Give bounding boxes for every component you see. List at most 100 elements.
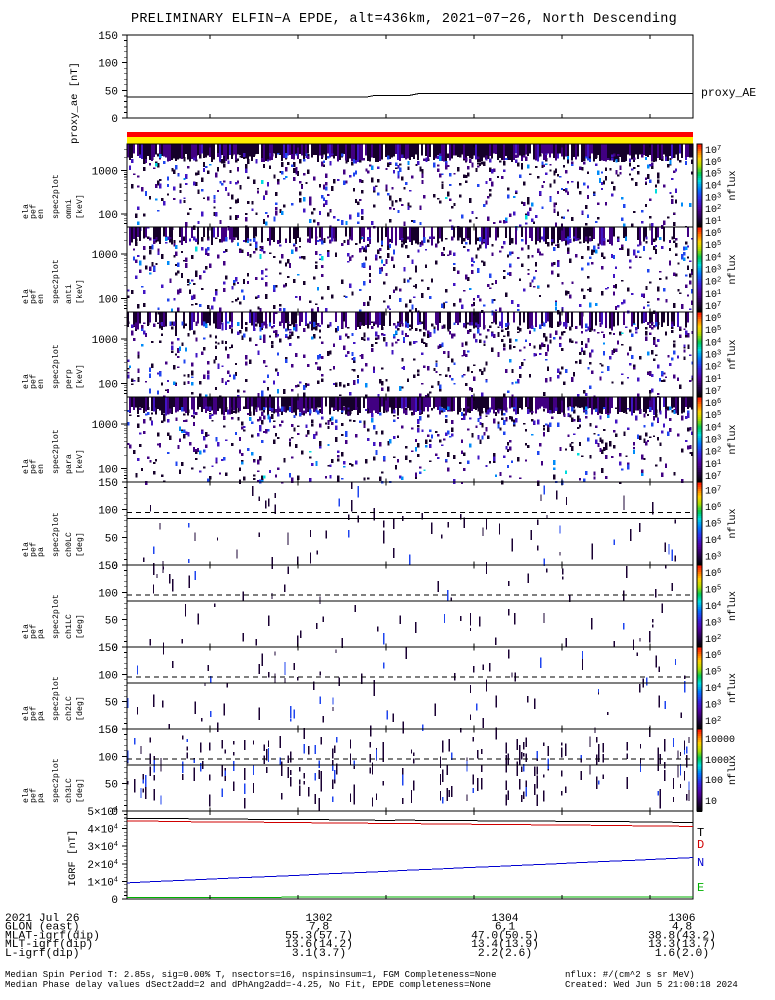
svg-text:104: 104 [705, 422, 721, 434]
svg-text:150: 150 [98, 643, 118, 655]
svg-text:103: 103 [705, 192, 721, 204]
svg-text:Created: Wed Jun 5 21:00:18 2: Created: Wed Jun 5 21:00:18 2024 [565, 980, 738, 990]
svg-text:106: 106 [705, 568, 721, 580]
svg-text:105: 105 [705, 519, 721, 531]
svg-text:IGRF [nT]: IGRF [nT] [67, 830, 79, 887]
svg-text:101: 101 [705, 459, 721, 471]
svg-text:en: en [37, 464, 46, 474]
svg-text:spec2plot: spec2plot [51, 512, 61, 557]
svg-text:3×104: 3×104 [87, 841, 118, 854]
svg-text:spec2plot: spec2plot [51, 174, 61, 219]
svg-text:[keV]: [keV] [75, 449, 85, 474]
svg-text:en: en [37, 294, 46, 304]
svg-text:para: para [65, 454, 74, 474]
svg-text:2×104: 2×104 [87, 859, 118, 872]
svg-text:106: 106 [705, 398, 721, 410]
svg-text:101: 101 [705, 289, 721, 301]
svg-text:50: 50 [105, 616, 118, 628]
svg-text:10000: 10000 [705, 735, 735, 746]
svg-text:N: N [697, 856, 704, 870]
svg-text:50: 50 [105, 86, 118, 98]
svg-text:105: 105 [705, 410, 721, 422]
svg-text:anti: anti [64, 284, 74, 304]
svg-text:100: 100 [98, 670, 118, 682]
svg-text:104: 104 [705, 337, 721, 349]
svg-text:100: 100 [98, 506, 118, 518]
svg-text:106: 106 [705, 313, 721, 325]
svg-text:107: 107 [705, 386, 721, 398]
svg-text:en: en [37, 379, 46, 389]
svg-text:101: 101 [705, 374, 721, 386]
svg-text:50: 50 [105, 533, 118, 545]
svg-text:pa: pa [37, 629, 46, 639]
svg-text:3.1(3.7): 3.1(3.7) [292, 948, 346, 960]
svg-text:102: 102 [705, 716, 721, 728]
svg-text:1×104: 1×104 [87, 876, 118, 889]
svg-text:[deg]: [deg] [75, 614, 85, 639]
svg-text:1.6(2.0): 1.6(2.0) [655, 948, 709, 960]
svg-text:106: 106 [705, 650, 721, 662]
svg-text:1000: 1000 [705, 756, 729, 767]
svg-text:4×104: 4×104 [87, 824, 118, 837]
svg-text:L-igrf(dip): L-igrf(dip) [5, 948, 80, 960]
svg-text:104: 104 [705, 683, 721, 695]
svg-text:0: 0 [111, 114, 118, 126]
svg-text:[keV]: [keV] [75, 194, 85, 219]
svg-text:5×104: 5×104 [87, 806, 118, 819]
svg-text:150: 150 [98, 561, 118, 573]
svg-text:nflux: #/(cm^2 s sr MeV): nflux: #/(cm^2 s sr MeV) [565, 970, 695, 980]
svg-text:105: 105 [705, 585, 721, 597]
svg-text:106: 106 [705, 157, 721, 169]
svg-text:0: 0 [111, 895, 118, 907]
svg-text:107: 107 [705, 471, 721, 483]
svg-text:[deg]: [deg] [75, 696, 85, 721]
svg-text:perp: perp [65, 369, 74, 389]
svg-text:nflux: nflux [727, 755, 739, 785]
svg-text:spec2plot: spec2plot [51, 676, 61, 721]
svg-text:100: 100 [98, 59, 118, 71]
svg-text:spec2plot: spec2plot [51, 594, 61, 639]
svg-text:100: 100 [98, 752, 118, 764]
svg-text:ch1LC: ch1LC [64, 614, 74, 639]
svg-text:E: E [697, 881, 704, 895]
svg-text:ch2LC: ch2LC [64, 696, 74, 721]
svg-text:proxy_ae [nT]: proxy_ae [nT] [69, 62, 81, 144]
svg-text:150: 150 [98, 725, 118, 737]
svg-text:nflux: nflux [727, 339, 739, 369]
svg-text:150: 150 [98, 478, 118, 490]
svg-text:106: 106 [705, 228, 721, 240]
svg-text:104: 104 [705, 252, 721, 264]
svg-text:101: 101 [705, 216, 721, 228]
svg-text:104: 104 [705, 535, 721, 547]
svg-text:100: 100 [98, 210, 118, 222]
svg-text:pa: pa [37, 711, 46, 721]
svg-text:nflux: nflux [727, 673, 739, 703]
svg-text:102: 102 [705, 447, 721, 459]
svg-text:103: 103 [705, 552, 721, 564]
svg-text:spec2plot: spec2plot [51, 758, 61, 803]
svg-text:Median Spin Period T: 2.85s, s: Median Spin Period T: 2.85s, sig=0.00% T… [5, 970, 496, 980]
svg-text:103: 103 [705, 699, 721, 711]
svg-text:en: en [37, 209, 46, 219]
svg-text:104: 104 [705, 181, 721, 193]
svg-text:50: 50 [105, 698, 118, 710]
svg-text:100: 100 [98, 465, 118, 477]
svg-text:1000: 1000 [92, 420, 118, 432]
svg-text:106: 106 [705, 502, 721, 514]
svg-text:105: 105 [705, 325, 721, 337]
svg-text:pa: pa [37, 793, 46, 803]
svg-text:100: 100 [705, 776, 723, 787]
svg-text:103: 103 [705, 265, 721, 277]
svg-text:Median Phase delay values dSec: Median Phase delay values dSect2add=2 an… [5, 980, 491, 990]
svg-text:proxy_AE: proxy_AE [701, 87, 756, 100]
svg-text:nflux: nflux [727, 424, 739, 454]
svg-text:nflux: nflux [727, 254, 739, 284]
svg-text:spec2plot: spec2plot [51, 259, 61, 304]
svg-text:spec2plot: spec2plot [51, 429, 61, 474]
svg-text:[keV]: [keV] [75, 364, 85, 389]
svg-text:104: 104 [705, 601, 721, 613]
svg-text:nflux: nflux [727, 508, 739, 538]
svg-text:[deg]: [deg] [75, 778, 85, 803]
svg-text:107: 107 [705, 301, 721, 313]
svg-text:100: 100 [98, 588, 118, 600]
